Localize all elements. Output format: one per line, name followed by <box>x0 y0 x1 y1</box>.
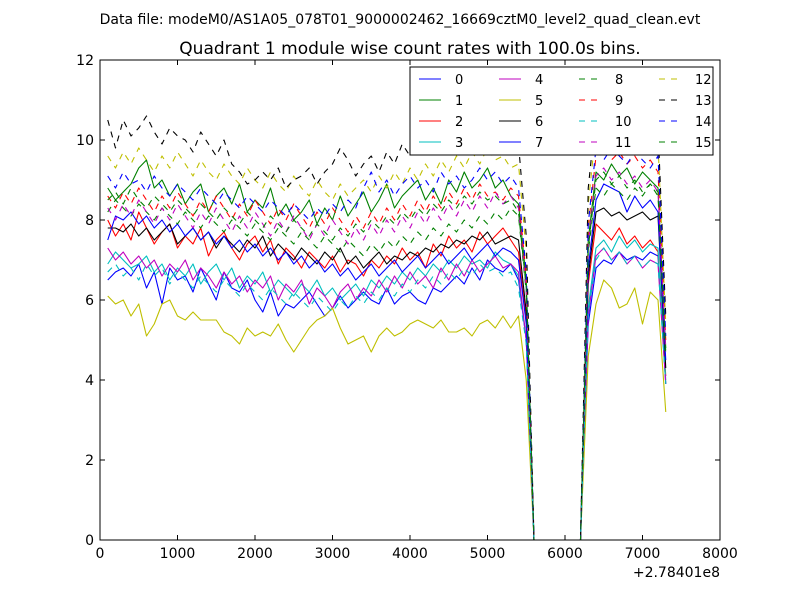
series-group <box>107 103 667 540</box>
legend-label-8: 8 <box>615 73 623 88</box>
legend-label-1: 1 <box>455 94 463 109</box>
plot-area: 0 1000 2000 3000 4000 5000 6000 7000 80000246810… <box>76 53 738 581</box>
x-tick-label: 8000 <box>702 546 738 562</box>
series-line-13 <box>107 103 667 540</box>
legend-label-10: 10 <box>615 115 632 130</box>
y-tick-label: 10 <box>76 133 94 149</box>
y-tick-label: 2 <box>85 453 94 469</box>
legend-label-3: 3 <box>455 136 463 151</box>
legend-label-5: 5 <box>535 94 543 109</box>
series-line-14 <box>107 147 667 540</box>
legend-label-15: 15 <box>695 136 712 151</box>
x-tick-label: 0 <box>96 546 105 562</box>
series-line-12 <box>107 115 667 540</box>
x-tick-label: 4000 <box>392 546 428 562</box>
legend-label-14: 14 <box>695 115 712 130</box>
x-tick-label: 2000 <box>237 546 273 562</box>
x-tick-label: 5000 <box>470 546 506 562</box>
x-tick-label: 7000 <box>625 546 661 562</box>
x-tick-label: 3000 <box>315 546 351 562</box>
series-line-11 <box>107 167 667 540</box>
legend-box <box>409 66 714 156</box>
series-line-8 <box>107 183 667 540</box>
legend-label-9: 9 <box>615 94 623 109</box>
legend-label-6: 6 <box>535 115 543 130</box>
series-line-1 <box>107 159 667 540</box>
chart-title: Quadrant 1 module wise count rates with … <box>179 39 640 59</box>
series-line-4 <box>107 247 667 540</box>
legend-label-13: 13 <box>695 94 712 109</box>
y-tick-label: 12 <box>76 53 94 69</box>
y-tick-label: 4 <box>85 373 94 389</box>
legend-label-7: 7 <box>535 136 543 151</box>
legend-label-0: 0 <box>455 73 463 88</box>
legend-label-4: 4 <box>535 73 543 88</box>
datafile-header: Data file: modeM0/AS1A05_078T01_90000024… <box>100 12 701 28</box>
legend-label-12: 12 <box>695 73 712 88</box>
series-line-5 <box>107 279 667 540</box>
legend-label-2: 2 <box>455 115 463 130</box>
series-line-3 <box>107 235 667 540</box>
x-tick-label: 6000 <box>547 546 583 562</box>
x-tick-label: 1000 <box>160 546 196 562</box>
y-tick-label: 8 <box>85 213 94 229</box>
series-line-10 <box>107 247 667 540</box>
x-offset-label: +2.78401e8 <box>633 565 720 581</box>
series-line-9 <box>107 147 667 540</box>
series-line-15 <box>107 171 667 540</box>
y-tick-label: 0 <box>85 533 94 549</box>
legend-label-11: 11 <box>615 136 632 151</box>
y-tick-label: 6 <box>85 293 94 309</box>
series-line-7 <box>107 183 667 540</box>
